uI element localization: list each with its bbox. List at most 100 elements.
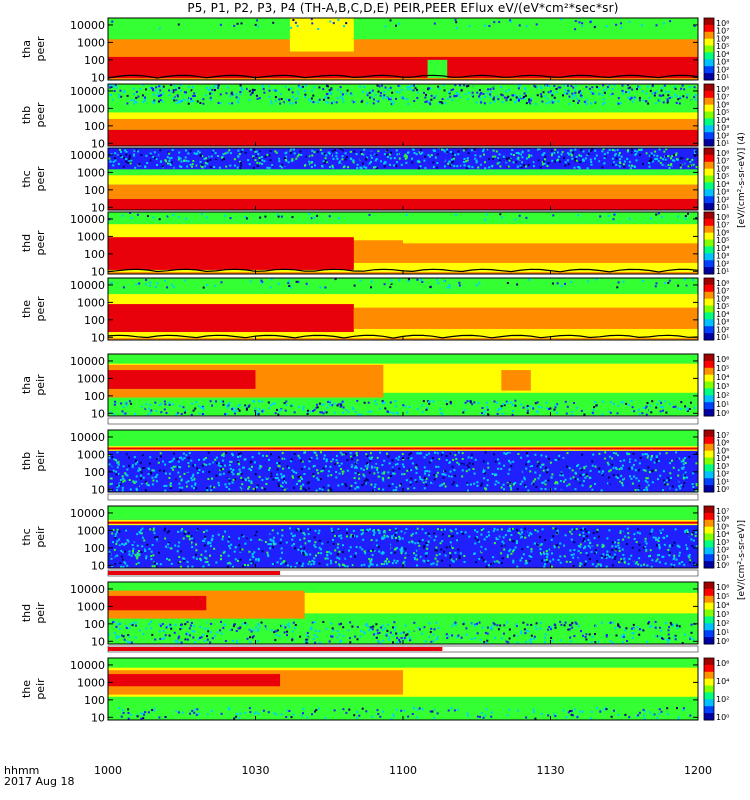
speckle-dot	[460, 89, 463, 92]
speckle-dot	[441, 485, 444, 487]
speckle-dot	[177, 471, 180, 474]
speckle-dot	[313, 216, 316, 219]
speckle-dot	[205, 557, 208, 560]
speckle-dot	[119, 154, 122, 157]
speckle-dot	[611, 92, 614, 95]
speckle-dot	[682, 162, 685, 165]
speckle-dot	[211, 470, 214, 472]
speckle-dot	[446, 483, 449, 486]
speckle-dot	[634, 489, 637, 492]
speckle-dot	[591, 148, 594, 151]
speckle-dot	[559, 561, 562, 564]
speckle-dot	[291, 469, 294, 472]
speckle-dot	[216, 465, 219, 468]
speckle-dot	[300, 485, 303, 488]
speckle-dot	[631, 88, 634, 91]
speckle-dot	[352, 408, 355, 411]
speckle-dot	[257, 558, 260, 560]
speckle-dot	[591, 92, 594, 95]
speckle-dot	[644, 453, 647, 456]
speckle-dot	[441, 540, 444, 543]
speckle-dot	[450, 158, 453, 161]
speckle-dot	[695, 534, 698, 536]
speckle-dot	[556, 544, 559, 547]
speckle-dot	[523, 95, 526, 98]
speckle-dot	[129, 98, 132, 101]
speckle-dot	[429, 103, 432, 106]
speckle-dot	[383, 459, 386, 462]
speckle-dot	[130, 467, 133, 470]
speckle-dot	[629, 484, 632, 487]
speckle-dot	[398, 411, 401, 414]
y-tick-label: 10	[91, 407, 105, 420]
speckle-dot	[261, 159, 264, 162]
speckle-dot	[486, 92, 489, 95]
speckle-dot	[563, 555, 566, 558]
speckle-dot	[138, 163, 141, 166]
speckle-dot	[247, 451, 250, 454]
speckle-dot	[432, 161, 435, 164]
speckle-dot	[353, 477, 356, 479]
speckle-dot	[297, 84, 300, 87]
speckle-dot	[498, 462, 501, 465]
speckle-dot	[461, 464, 464, 467]
speckle-dot	[414, 479, 417, 482]
panel-probe-label: thc	[20, 170, 33, 187]
speckle-dot	[272, 478, 275, 481]
speckle-dot	[370, 558, 373, 561]
speckle-dot	[220, 554, 223, 557]
speckle-dot	[267, 530, 270, 533]
band-1	[108, 118, 698, 130]
speckle-dot	[274, 402, 277, 405]
colorbar-tick-label: 10⁵	[716, 446, 729, 455]
speckle-dot	[304, 93, 307, 96]
speckle-dot	[314, 164, 316, 167]
speckle-dot	[191, 543, 194, 546]
speckle-dot	[427, 100, 430, 103]
speckle-dot	[449, 151, 452, 153]
speckle-dot	[306, 410, 309, 413]
speckle-dot	[252, 167, 255, 169]
speckle-dot	[686, 558, 689, 561]
speckle-dot	[124, 546, 127, 549]
speckle-dot	[251, 155, 254, 158]
speckle-dot	[558, 454, 561, 457]
speckle-dot	[375, 489, 378, 492]
speckle-dot	[608, 455, 611, 458]
speckle-dot	[466, 482, 469, 485]
speckle-dot	[545, 84, 548, 87]
speckle-dot	[636, 88, 638, 91]
speckle-dot	[544, 563, 546, 566]
speckle-dot	[501, 216, 504, 219]
speckle-dot	[510, 552, 513, 555]
colorbar-segment	[704, 402, 714, 410]
speckle-dot	[644, 407, 647, 409]
speckle-dot	[398, 484, 401, 487]
speckle-dot	[161, 410, 164, 413]
speckle-dot	[143, 539, 146, 542]
speckle-dot	[484, 487, 486, 490]
y-tick-label: 100	[84, 466, 105, 479]
speckle-dot	[636, 484, 639, 487]
speckle-dot	[339, 470, 341, 473]
speckle-dot	[316, 406, 319, 409]
speckle-dot	[116, 540, 119, 543]
speckle-dot	[668, 545, 671, 548]
speckle-dot	[530, 154, 533, 157]
speckle-dot	[655, 90, 658, 93]
colorbar-segment	[704, 148, 714, 156]
speckle-dot	[148, 548, 151, 550]
speckle-dot	[269, 159, 272, 162]
colorbar-tick-label: 10²	[716, 259, 729, 268]
speckle-dot	[271, 164, 274, 167]
speckle-dot	[145, 154, 148, 157]
speckle-dot	[145, 278, 148, 281]
speckle-dot	[606, 537, 609, 540]
speckle-dot	[586, 154, 589, 157]
speckle-dot	[350, 465, 353, 468]
speckle-dot	[658, 561, 661, 564]
speckle-dot	[438, 101, 441, 104]
speckle-dot	[553, 151, 556, 154]
speckle-dot	[141, 484, 144, 486]
